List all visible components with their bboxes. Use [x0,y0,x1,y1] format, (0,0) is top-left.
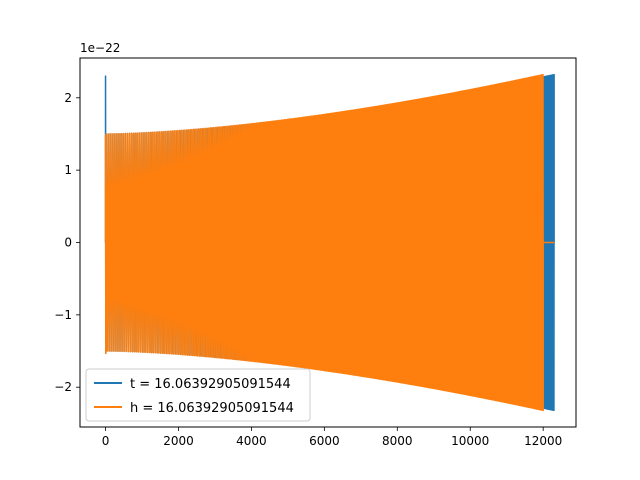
y-tick-label: 2 [64,91,72,105]
offset-text: 1e−22 [80,41,120,55]
x-tick-label: 12000 [524,434,562,448]
legend: t = 16.06392905091544 h = 16.06392905091… [85,368,311,422]
series-layer [104,73,555,412]
legend-label-t: t = 16.06392905091544 [130,377,291,392]
x-tick-label: 4000 [236,434,267,448]
y-tick-label: −1 [54,308,72,322]
x-tick-label: 8000 [382,434,413,448]
y-tick-label: 0 [64,236,72,250]
x-tick-label: 0 [102,434,110,448]
legend-label-h: h = 16.06392905091544 [130,401,294,416]
x-tick-label: 10000 [451,434,489,448]
ticks-layer: 0 2000 4000 6000 8000 10000 12000 −2 −1 0 1 2 [54,91,562,448]
y-tick-label: 1 [64,163,72,177]
x-tick-label: 6000 [309,434,340,448]
x-tick-label: 2000 [163,434,194,448]
series-line-h [104,73,555,412]
y-tick-label: −2 [54,380,72,394]
legend-box [85,368,311,422]
